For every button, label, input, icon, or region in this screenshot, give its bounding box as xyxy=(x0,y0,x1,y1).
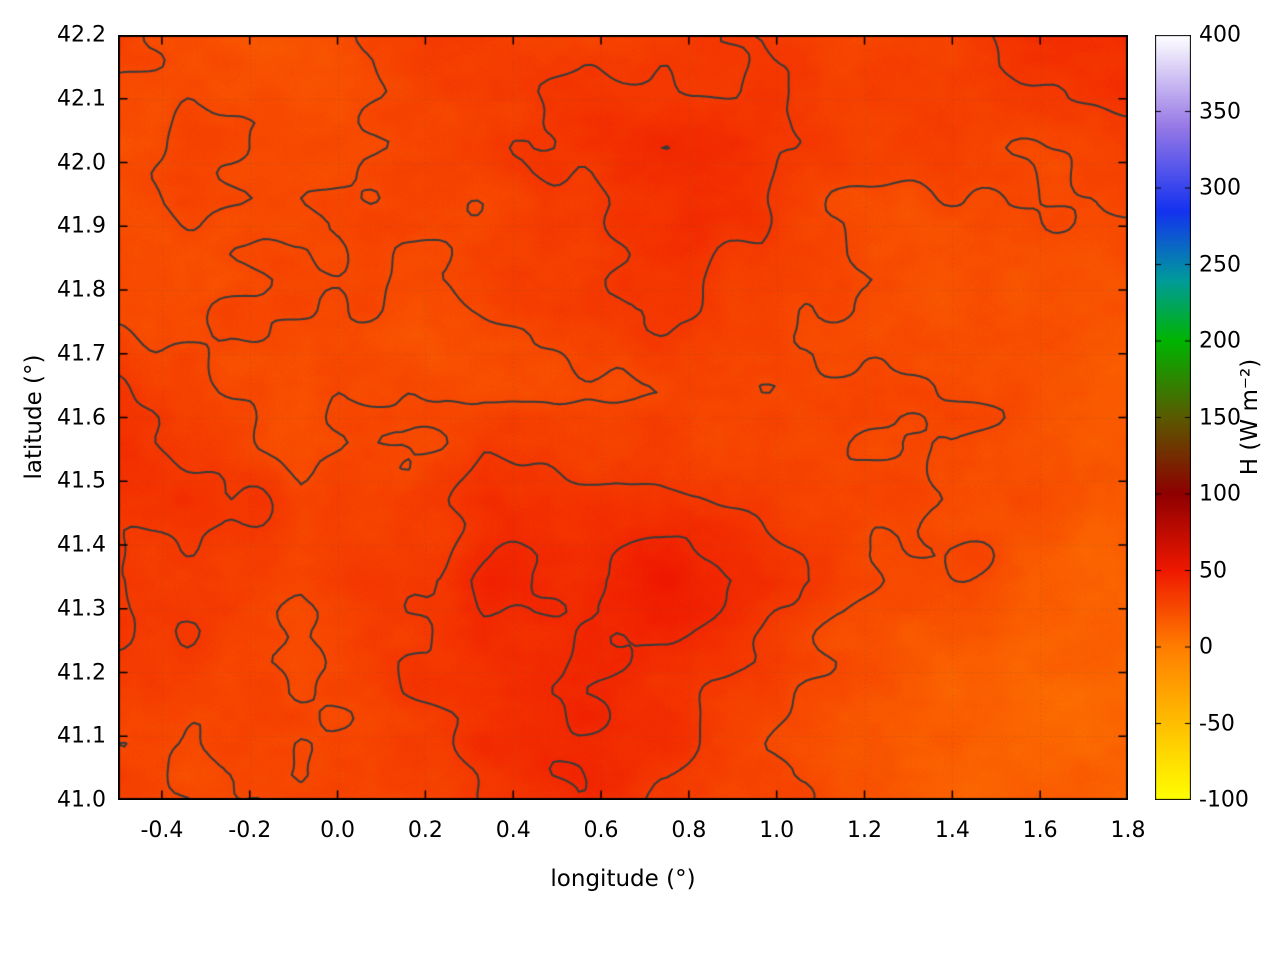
x-tick-label: 1.8 xyxy=(1110,818,1146,843)
x-tick-label: -0.2 xyxy=(228,818,272,843)
y-tick-label: 41.0 xyxy=(57,787,106,813)
colorbar-tick-label: 150 xyxy=(1199,405,1241,430)
y-tick-label: 41.1 xyxy=(57,723,106,749)
x-tick-label: 0.6 xyxy=(583,818,619,843)
x-tick-label: 1.4 xyxy=(934,818,970,843)
colorbar-canvas xyxy=(1155,35,1191,800)
heatmap-canvas xyxy=(118,35,1128,800)
colorbar-tick-label: -100 xyxy=(1199,787,1249,813)
y-tick-label: 41.3 xyxy=(57,596,106,622)
colorbar-tick-label: 400 xyxy=(1199,22,1241,48)
colorbar-tick-label: 0 xyxy=(1199,634,1213,660)
colorbar-tick-label: 50 xyxy=(1199,558,1227,583)
x-tick-label: 0.0 xyxy=(320,818,356,843)
y-tick-label: 42.1 xyxy=(57,86,106,112)
y-tick-label: 41.6 xyxy=(57,405,106,430)
x-tick-label: 1.0 xyxy=(759,818,795,843)
y-tick-label: 42.0 xyxy=(57,150,106,175)
colorbar-label: H (W m⁻²) xyxy=(1237,358,1263,476)
colorbar-tick-label: 200 xyxy=(1199,328,1241,354)
y-tick-label: 41.9 xyxy=(57,213,106,239)
colorbar-tick-label: 300 xyxy=(1199,175,1241,201)
y-axis-label: latitude (°) xyxy=(21,354,47,480)
x-tick-label: 1.2 xyxy=(847,818,883,843)
y-tick-label: 41.4 xyxy=(57,532,106,558)
x-tick-label: -0.4 xyxy=(140,818,184,843)
y-tick-label: 41.5 xyxy=(57,468,106,494)
colorbar xyxy=(1155,35,1191,800)
colorbar-ticks: -100 -50 0 50 100 150 200 250 300 350 400 xyxy=(1199,23,1279,813)
colorbar-tick-label: 350 xyxy=(1199,99,1241,124)
x-tick-label: 1.6 xyxy=(1022,818,1058,843)
y-axis-ticks: 41.0 41.1 41.2 41.3 41.4 41.5 41.6 41.7 41.8 41.9… xyxy=(0,23,106,813)
x-tick-label: 0.8 xyxy=(671,818,707,843)
colorbar-tick-label: -50 xyxy=(1199,711,1235,736)
heatmap-plot xyxy=(118,35,1128,800)
y-tick-label: 41.7 xyxy=(57,341,106,367)
x-tick-label: 0.4 xyxy=(495,818,531,843)
x-axis-ticks: -0.4 -0.2 0.0 0.2 0.4 0.6 0.8 1.0 1.2 1.4 1.6 1.8 xyxy=(118,818,1145,846)
y-tick-label: 41.2 xyxy=(57,660,106,685)
x-tick-label: 0.2 xyxy=(407,818,443,843)
y-tick-label: 41.8 xyxy=(57,277,106,303)
x-axis-label: longitude (°) xyxy=(550,866,696,892)
colorbar-tick-label: 250 xyxy=(1199,252,1241,277)
colorbar-tick-label: 100 xyxy=(1199,481,1241,507)
y-tick-label: 42.2 xyxy=(57,22,106,48)
